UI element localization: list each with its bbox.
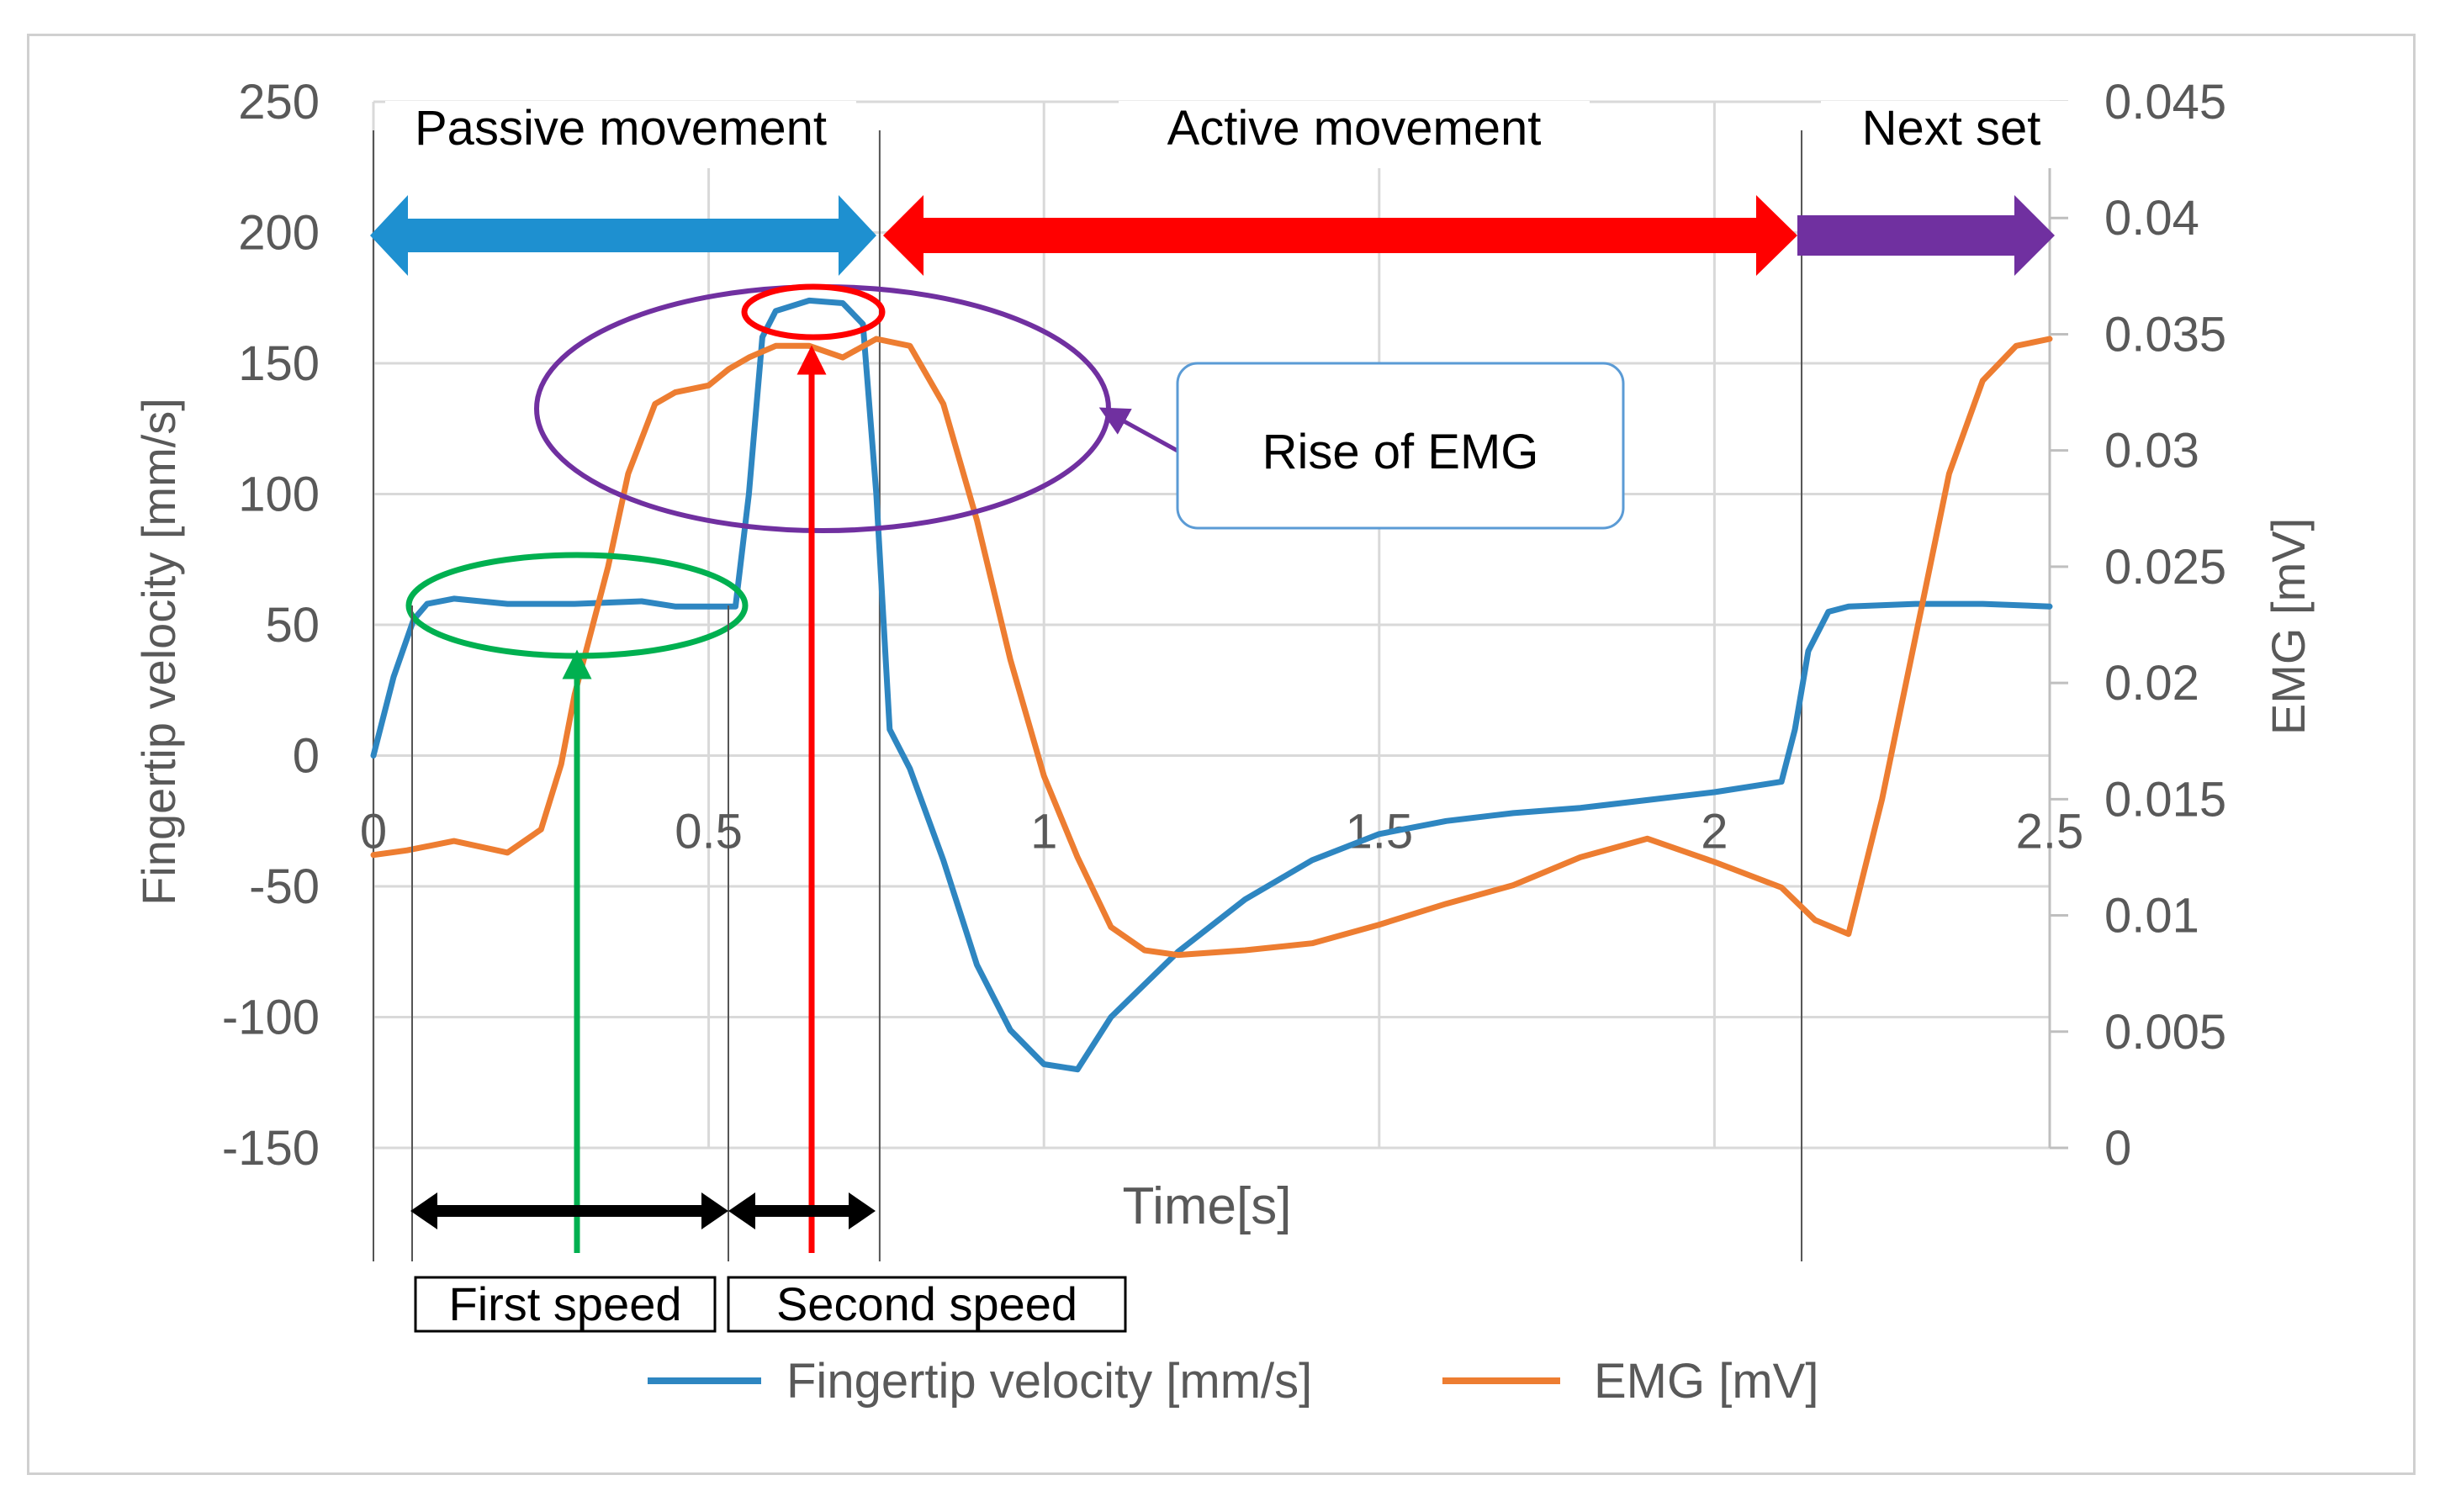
y2-axis-title: EMG [mV] <box>2262 518 2315 735</box>
first-speed-label-box <box>414 1276 717 1333</box>
emg-callout-pointer <box>1098 407 1179 453</box>
y-tick-label: 50 <box>265 598 320 653</box>
second-speed-duration-arrow <box>728 1192 876 1229</box>
legend-label-emg: EMG [mV] <box>1594 1354 1818 1409</box>
phase-label-bg <box>385 101 856 168</box>
x-axis-ticks: 0 0.5 1 1.5 2 2.5 <box>360 805 2083 859</box>
y-tick-label: 0 <box>293 729 320 784</box>
phase-label-next: Next set <box>1862 101 2041 156</box>
y-axis-ticks: 250 200 150 100 50 0 -50 -100 -150 <box>222 75 320 1176</box>
y2-tick-label: 0.025 <box>2104 540 2226 595</box>
y2-tick-label: 0.02 <box>2104 656 2199 711</box>
y2-tick-label: 0.035 <box>2104 307 2226 362</box>
y2-tick-label: 0.03 <box>2104 424 2199 478</box>
x-axis-title: Time[s] <box>1123 1177 1292 1235</box>
phase-label-passive: Passive movement <box>415 101 827 156</box>
emg-series-line <box>370 336 2053 959</box>
y-tick-label: 200 <box>238 206 320 261</box>
y2-tick-label: 0.005 <box>2104 1005 2226 1060</box>
phase-label-active: Active movement <box>1167 101 1542 156</box>
emg-callout-box <box>1176 362 1625 530</box>
emg-callout-text: Rise of EMG <box>1262 425 1539 479</box>
velocity-series-line <box>370 297 2053 1073</box>
passive-phase-arrow <box>370 195 876 276</box>
y2-tick-label: 0 <box>2104 1121 2131 1176</box>
y-tick-label: 100 <box>238 468 320 522</box>
y2-tick-label: 0.04 <box>2104 191 2199 246</box>
y-tick-label: -150 <box>222 1121 320 1176</box>
x-tick-label: 0.5 <box>675 805 743 859</box>
legend-label-velocity: Fingertip velocity [mm/s] <box>786 1354 1312 1409</box>
second-speed-label: Second speed <box>776 1277 1077 1330</box>
y2-tick-label: 0.01 <box>2104 889 2199 944</box>
phase-boundaries <box>373 130 1803 1261</box>
first-speed-label: First speed <box>449 1277 682 1330</box>
y2-tick-label: 0.045 <box>2104 75 2226 130</box>
x-tick-label: 2.5 <box>2016 805 2084 859</box>
next-set-arrow <box>1797 195 2055 276</box>
y2-tick-label: 0.015 <box>2104 772 2226 827</box>
y-tick-label: -100 <box>222 991 320 1045</box>
y-tick-label: 150 <box>238 336 320 391</box>
y-axis-title: Fingertip velocity [mm/s] <box>132 398 185 906</box>
second-speed-label-box <box>727 1276 1127 1333</box>
phase-label-bg <box>1119 101 1590 168</box>
y-tick-label: -50 <box>249 859 320 914</box>
y-tick-label: 250 <box>238 75 320 130</box>
y2-axis-ticks: 0.045 0.04 0.035 0.03 0.025 0.02 0.015 0.01 0.00… <box>2048 75 2226 1176</box>
active-phase-arrow <box>883 195 1797 276</box>
second-speed-peak-marker <box>741 283 886 341</box>
first-speed-duration-arrow <box>410 1192 728 1229</box>
series-lines <box>370 297 2053 1073</box>
legend: Fingertip velocity [mm/s] EMG [mV] <box>648 1354 1818 1409</box>
x-tick-label: 2 <box>1701 805 1728 859</box>
grid-lines <box>372 100 2051 1150</box>
x-tick-label: 1 <box>1030 805 1057 859</box>
phase-label-bg <box>1821 101 2073 168</box>
x-tick-label: 0 <box>360 805 387 859</box>
